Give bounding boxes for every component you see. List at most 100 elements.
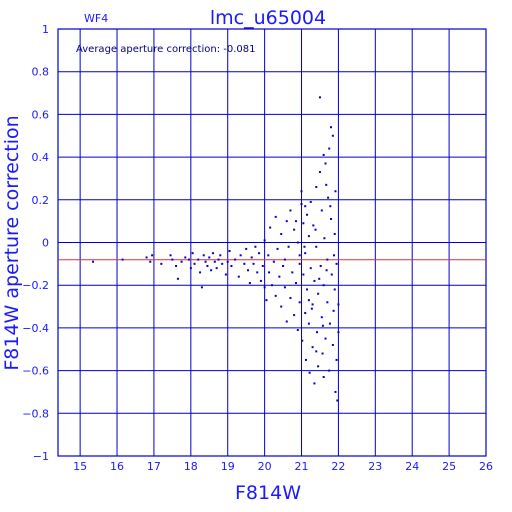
data-point <box>206 264 209 267</box>
data-point <box>314 228 317 231</box>
data-point <box>304 205 307 208</box>
data-point <box>309 267 312 270</box>
data-point <box>320 209 323 212</box>
data-point <box>211 252 214 255</box>
x-tick-label: 24 <box>405 460 419 473</box>
data-point <box>304 358 307 361</box>
data-point <box>307 299 310 302</box>
data-point <box>200 286 203 289</box>
data-point <box>243 262 246 265</box>
x-tick-label: 25 <box>442 460 456 473</box>
data-point <box>333 288 336 291</box>
data-point <box>259 279 262 282</box>
data-point <box>278 275 281 278</box>
data-point <box>283 286 286 289</box>
data-point <box>269 226 272 229</box>
data-point <box>265 299 268 302</box>
data-point <box>322 153 325 156</box>
data-point <box>92 260 95 263</box>
data-point <box>296 241 299 244</box>
y-tick-label: −1 <box>33 450 49 463</box>
data-point <box>234 258 237 261</box>
data-point <box>324 337 327 340</box>
data-point <box>247 269 250 272</box>
data-point <box>322 376 325 379</box>
data-point <box>300 190 303 193</box>
data-point <box>318 277 321 280</box>
data-point <box>332 254 335 257</box>
data-point <box>210 269 213 272</box>
data-point <box>335 358 338 361</box>
data-point <box>331 134 334 137</box>
data-point <box>228 250 231 253</box>
data-point <box>261 264 264 267</box>
y-tick-label: −0.6 <box>22 365 49 378</box>
x-tick-label: 17 <box>147 460 161 473</box>
x-tick-label: 22 <box>331 460 345 473</box>
data-point <box>328 147 331 150</box>
data-point <box>149 260 152 263</box>
data-point <box>298 301 301 304</box>
data-point <box>151 254 154 257</box>
data-point <box>307 322 310 325</box>
data-point <box>302 273 305 276</box>
data-point <box>330 273 333 276</box>
data-point <box>204 260 207 263</box>
data-point <box>294 282 297 285</box>
data-point <box>309 200 312 203</box>
data-point <box>268 271 271 274</box>
y-tick-label: 1 <box>42 23 49 36</box>
data-point <box>250 256 253 259</box>
x-tick-label: 20 <box>258 460 272 473</box>
y-tick-label: −0.2 <box>22 279 49 292</box>
data-point <box>321 352 324 355</box>
data-point <box>217 258 220 261</box>
data-point <box>294 220 297 223</box>
x-tick-label: 19 <box>221 460 235 473</box>
data-point <box>184 256 187 259</box>
data-point <box>332 309 335 312</box>
data-point <box>285 220 288 223</box>
data-point <box>282 264 285 267</box>
data-point <box>325 183 328 186</box>
data-point <box>230 264 233 267</box>
data-point <box>306 288 309 291</box>
data-point <box>315 350 318 353</box>
data-point <box>315 185 318 188</box>
data-point <box>254 245 257 248</box>
data-point <box>300 203 303 206</box>
data-point <box>302 222 305 225</box>
data-point <box>335 262 338 265</box>
data-point <box>326 258 329 261</box>
data-point <box>330 218 333 221</box>
data-point <box>252 262 255 265</box>
data-point <box>328 322 331 325</box>
y-tick-label: 0.6 <box>32 108 50 121</box>
x-tick-labels: 15 16 17 18 19 20 21 22 23 24 25 26 <box>73 460 493 473</box>
data-point <box>285 320 288 323</box>
data-point <box>215 267 218 270</box>
data-point <box>324 162 327 165</box>
x-tick-label: 23 <box>368 460 382 473</box>
data-point <box>304 252 307 255</box>
grid-lines <box>58 29 486 456</box>
data-point <box>237 275 240 278</box>
data-point <box>317 292 320 295</box>
data-point <box>331 343 334 346</box>
data-point <box>291 271 294 274</box>
data-point <box>213 260 216 263</box>
data-point <box>160 262 163 265</box>
chip-label: WF4 <box>84 12 108 25</box>
data-point <box>175 264 178 267</box>
data-point <box>293 314 296 317</box>
data-point <box>189 267 192 270</box>
data-point <box>326 301 329 304</box>
y-tick-label: −0.4 <box>22 322 49 335</box>
y-tick-label: −0.8 <box>22 407 49 420</box>
data-point <box>320 316 323 319</box>
data-point <box>280 305 283 308</box>
y-axis-title: F814W aperture correction <box>1 115 23 370</box>
data-points <box>92 96 340 402</box>
plot-area-frame <box>57 28 487 457</box>
data-point <box>293 228 296 231</box>
